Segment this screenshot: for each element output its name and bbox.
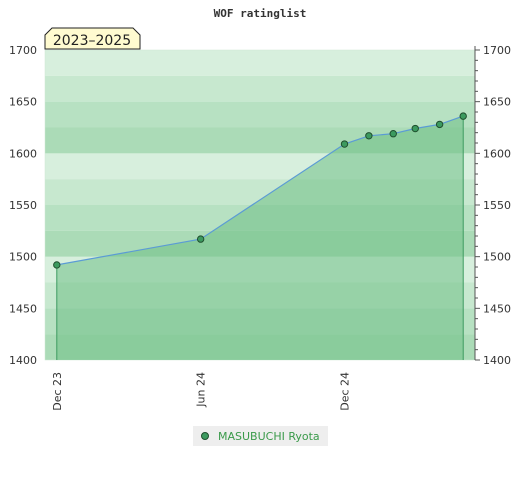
- data-point: [389, 130, 397, 138]
- data-point: [340, 140, 349, 148]
- y-tick-label-left: 1650: [9, 96, 37, 109]
- y-tick-label-left: 1400: [9, 354, 37, 367]
- period-label: 2023–2025: [53, 33, 131, 49]
- y-tick-label-right: 1400: [483, 354, 511, 367]
- y-tick-label-right: 1500: [483, 251, 511, 264]
- y-tick-label-right: 1650: [483, 96, 511, 109]
- x-tick-label: Dec 23: [51, 372, 64, 411]
- background-band: [45, 101, 475, 128]
- y-tick-label-left: 1600: [9, 147, 37, 160]
- y-tick-label-left: 1450: [9, 302, 37, 315]
- legend-label: MASUBUCHI Ryota: [218, 430, 320, 443]
- legend-box: [193, 426, 328, 446]
- data-point: [196, 235, 205, 243]
- data-point: [435, 120, 444, 129]
- y-tick-label-left: 1500: [9, 251, 37, 264]
- background-band: [45, 75, 475, 102]
- y-tick-label-right: 1550: [483, 199, 511, 212]
- x-axis: Dec 23 Jun 24 Dec 24: [51, 372, 352, 411]
- background-band: [45, 50, 475, 76]
- data-point: [459, 112, 467, 120]
- legend-marker: [201, 432, 209, 440]
- y-tick-label-right: 1600: [483, 147, 511, 160]
- y-tick-label-left: 1700: [9, 44, 37, 57]
- legend[interactable]: MASUBUCHI Ryota: [193, 426, 328, 446]
- series-area: [56, 116, 464, 360]
- x-tick-label: Jun 24: [195, 372, 208, 408]
- y-tick-label-right: 1700: [483, 44, 511, 57]
- data-point: [365, 132, 373, 140]
- chart-title: WOF ratinglist: [214, 7, 307, 20]
- plot-area: [56, 115, 464, 360]
- y-tick-label-left: 1550: [9, 199, 37, 212]
- data-markers: [53, 112, 467, 269]
- x-tick-label: Dec 24: [339, 372, 352, 411]
- period-badge-shape: [44, 27, 141, 50]
- period-badge: 2023–2025: [44, 27, 141, 50]
- y-axis-right: 1400 1450 1500 1550 1600 1650 1700: [474, 44, 511, 367]
- data-point: [53, 261, 61, 269]
- series-line: [56, 115, 464, 266]
- y-axis-left: 1400 1450 1500 1550 1600 1650 1700: [9, 44, 37, 367]
- data-point: [411, 124, 419, 133]
- y-tick-label-right: 1450: [483, 302, 511, 315]
